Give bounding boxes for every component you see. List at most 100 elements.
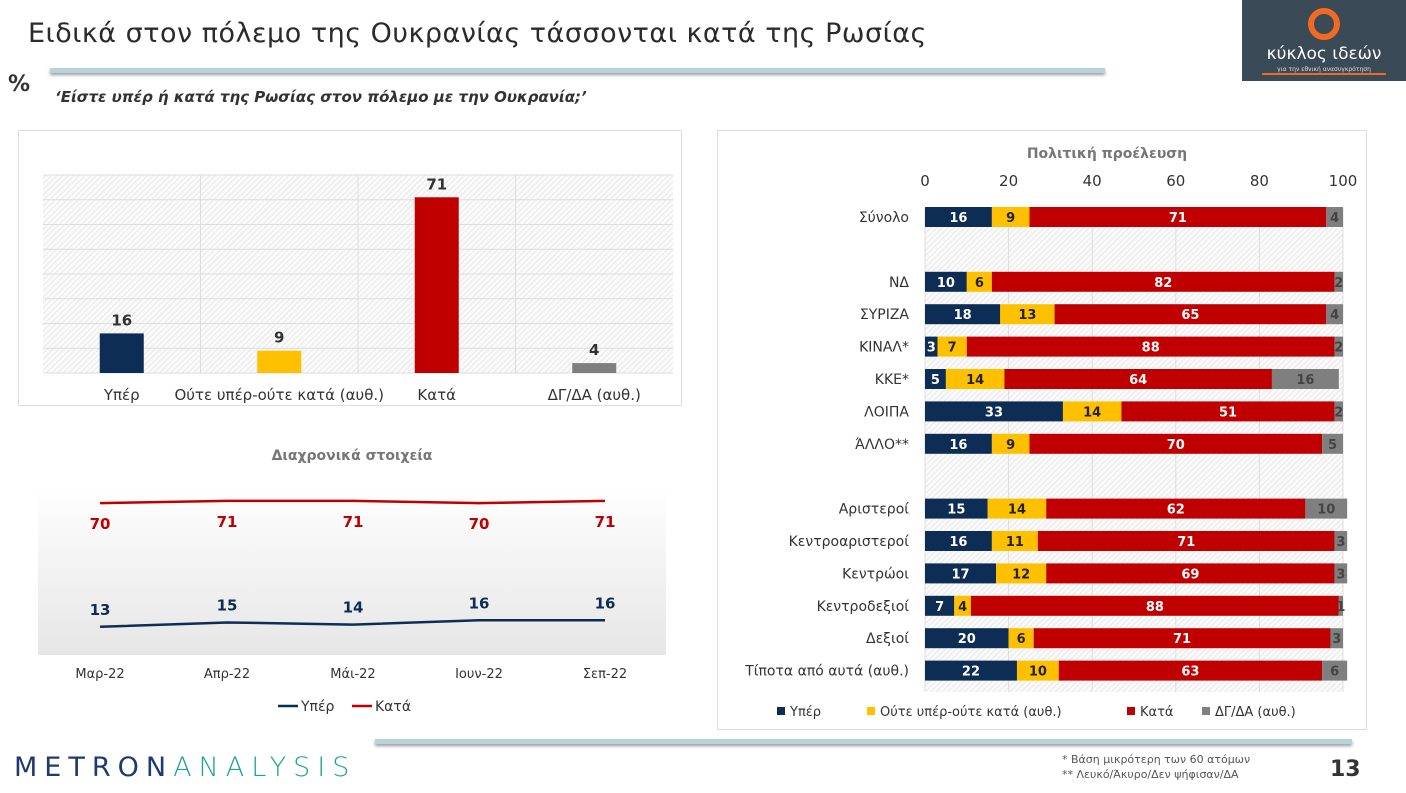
row-label: Σύνολο: [859, 210, 909, 226]
row-label: Αριστεροί: [839, 502, 910, 518]
bar: [414, 197, 459, 373]
data-label: 71: [426, 175, 447, 193]
legend-label: Ούτε υπέρ-ούτε κατά (αυθ.): [880, 705, 1062, 720]
data-label: 71: [343, 513, 364, 531]
data-label: 70: [469, 515, 490, 533]
data-label: 9: [1006, 211, 1015, 226]
bar: [572, 363, 617, 373]
bar-segment: [991, 207, 1030, 227]
data-label: 5: [1328, 438, 1337, 453]
data-label: 70: [1167, 438, 1185, 453]
data-label: 17: [951, 567, 969, 582]
bar-segment: [1326, 304, 1343, 325]
bar-segment: [925, 563, 997, 584]
data-label: 3: [927, 341, 936, 356]
bar-segment: [1046, 563, 1335, 584]
bar-segment: [1016, 660, 1059, 681]
category-label: Κατά: [417, 386, 456, 404]
x-tick-label: 80: [1250, 172, 1269, 190]
data-label: 7: [935, 600, 944, 615]
footer-divider: [375, 739, 1352, 744]
data-label: 4: [958, 600, 967, 615]
chart-title: Πολιτική προέλευση: [1027, 146, 1187, 162]
data-label: 4: [589, 341, 599, 359]
row-label: ΝΔ: [889, 275, 909, 291]
footnote-other: ** Λευκό/Άκυρο/Δεν ψήφισαν/ΔΑ: [1062, 768, 1239, 781]
bar: [257, 350, 302, 373]
data-label: 70: [90, 515, 111, 533]
data-label: 62: [1167, 503, 1185, 518]
bar-segment: [996, 563, 1047, 584]
bar-segment: [1029, 433, 1323, 454]
row-label: Κεντροδεξιοί: [817, 599, 910, 615]
kyklos-ideon-logo: κύκλος ιδεών για την εθνική ανασυγκρότησ…: [1242, 0, 1406, 81]
title-divider: [50, 68, 1105, 73]
bar-segment: [1271, 369, 1339, 389]
bar-segment: [1008, 628, 1034, 649]
data-label: 71: [1173, 632, 1191, 647]
bar-segment: [925, 207, 992, 227]
bar-segment: [1334, 271, 1343, 292]
survey-question: ‘Είστε υπέρ ή κατά της Ρωσίας στον πόλεμ…: [55, 88, 587, 106]
bar-segment: [925, 401, 1063, 422]
legend-swatch: [777, 707, 785, 715]
page-number: 13: [1330, 757, 1361, 782]
x-tick-label: 60: [1166, 172, 1185, 190]
bar-segment: [925, 433, 992, 454]
chart-title: Διαχρονικά στοιχεία: [272, 448, 433, 464]
data-label: 1: [1336, 600, 1345, 615]
data-label: 16: [949, 438, 967, 453]
bar-segment: [925, 369, 946, 389]
data-label: 10: [1029, 665, 1047, 680]
data-label: 18: [954, 308, 972, 323]
data-label: 16: [949, 535, 967, 550]
data-label: 14: [1008, 503, 1026, 518]
data-label: 14: [966, 373, 984, 388]
bar-segment: [1338, 595, 1343, 616]
data-label: 3: [1336, 567, 1345, 582]
data-label: 65: [1181, 308, 1199, 323]
bar-segment: [1029, 207, 1327, 227]
data-label: 88: [1146, 600, 1164, 615]
data-label: 7: [948, 341, 957, 356]
data-label: 14: [343, 599, 364, 617]
data-label: 13: [1018, 308, 1036, 323]
bar-segment: [1326, 207, 1343, 227]
data-label: 10: [937, 276, 955, 291]
percent-sign: %: [8, 72, 31, 97]
data-label: 71: [217, 513, 238, 531]
logo-tagline: για την εθνική ανασυγκρότηση: [1262, 66, 1386, 75]
bar-segment: [1058, 660, 1323, 681]
bar-segment: [925, 628, 1009, 649]
bar-segment: [1033, 628, 1331, 649]
x-tick-label: 20: [999, 172, 1018, 190]
data-label: 16: [469, 594, 490, 612]
bar-segment: [1004, 369, 1272, 389]
x-tick-label: Μαρ-22: [75, 667, 124, 682]
x-tick-label: 40: [1083, 172, 1102, 190]
bar-segment: [1334, 563, 1348, 584]
data-label: 3: [1336, 535, 1345, 550]
x-tick-label: Μάι-22: [330, 667, 375, 682]
bar-segment: [970, 595, 1339, 616]
overall-bar-chart: 16 Υπέρ 9 Ούτε υπέρ-ούτε κατά (αυθ.) 71 Κατά 4…: [43, 174, 673, 404]
bar-segment: [1121, 401, 1335, 422]
row-label: Δεξιοί: [866, 631, 909, 647]
page-title: Ειδικά στον πόλεμο της Ουκρανίας τάσσοντ…: [28, 18, 927, 49]
data-label: 5: [931, 373, 940, 388]
x-tick-label: 100: [1329, 172, 1358, 190]
footnote-small-base: * Βάση μικρότερη των 60 ατόμων: [1062, 753, 1251, 766]
row-label: ΚΙΝΑΛ*: [859, 340, 909, 356]
bar-segment: [1000, 304, 1055, 325]
data-label: 16: [1296, 373, 1314, 388]
data-label: 69: [1181, 567, 1199, 582]
data-label: 6: [975, 276, 984, 291]
data-label: 6: [1330, 665, 1339, 680]
bar-segment: [966, 271, 992, 292]
data-label: 22: [962, 665, 980, 680]
row-label: Κεντρώοι: [842, 566, 909, 582]
row-label: ΆΛΛΟ**: [855, 437, 909, 453]
data-label: 3: [1332, 632, 1341, 647]
legend-swatch: [1202, 707, 1210, 715]
legend-swatch: [867, 707, 875, 715]
